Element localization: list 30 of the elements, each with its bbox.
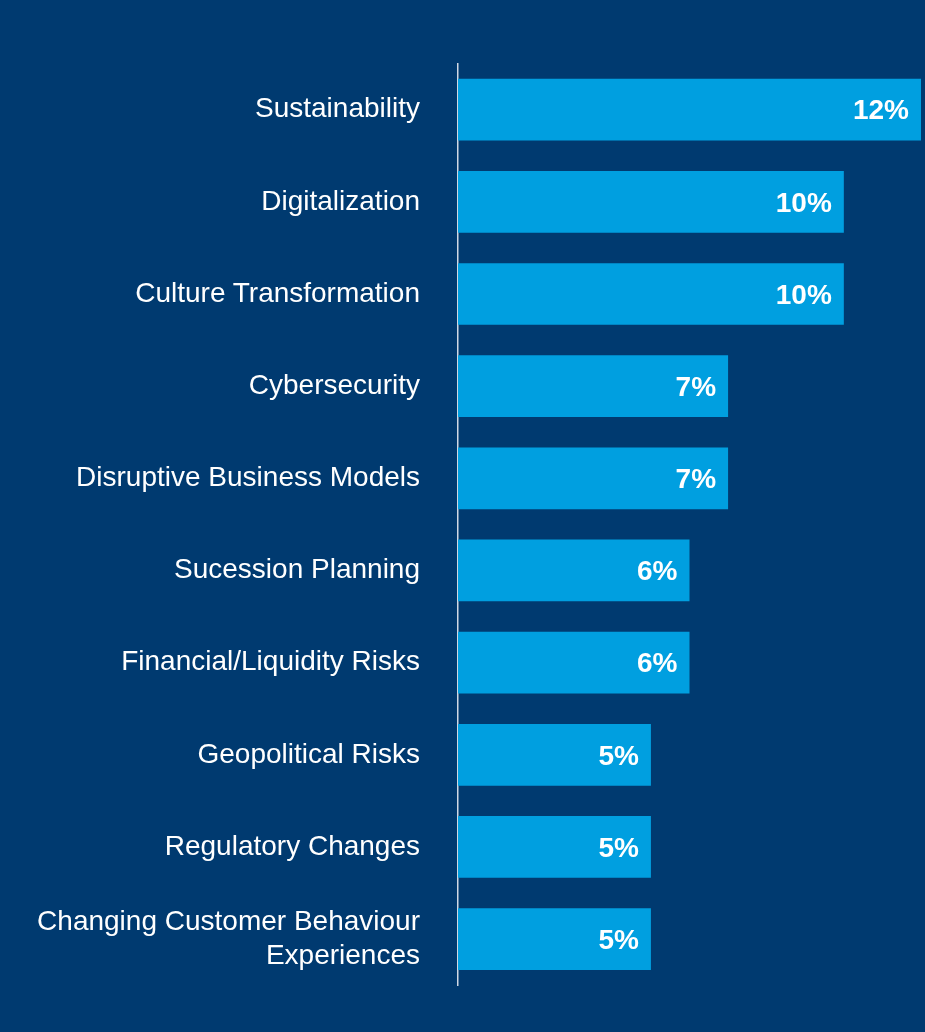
bar xyxy=(458,263,844,325)
bar xyxy=(458,170,844,233)
y-tick-label: Disruptive Business Models xyxy=(76,461,420,493)
data-label: 5% xyxy=(598,831,640,863)
y-tick-label: Financial/Liquidity Risks xyxy=(121,645,420,677)
data-label: 7% xyxy=(675,463,717,495)
y-tick-label: Regulatory Changes xyxy=(164,829,420,861)
data-label: 7% xyxy=(675,370,717,402)
bar xyxy=(458,723,651,786)
data-label: 6% xyxy=(637,647,678,679)
y-tick-label: Digitalization xyxy=(261,184,420,216)
y-tick-label: Cybersecurity xyxy=(248,368,420,400)
bar xyxy=(458,908,651,970)
bar xyxy=(458,539,690,602)
data-label: 6% xyxy=(637,555,678,587)
data-label: 10% xyxy=(775,278,832,310)
data-label: 5% xyxy=(598,739,640,771)
bar xyxy=(458,355,729,418)
bar xyxy=(458,816,651,878)
y-tick-label: Sucession Planning xyxy=(174,553,420,585)
bar xyxy=(458,631,690,694)
bar xyxy=(458,447,729,510)
y-tick-label: Sustainability xyxy=(255,92,420,124)
y-tick-label: Changing Customer Behaviour Experiences xyxy=(37,905,420,970)
data-label: 12% xyxy=(852,94,910,126)
data-label: 5% xyxy=(598,923,640,955)
data-label: 10% xyxy=(775,186,832,218)
bar xyxy=(458,78,921,141)
y-tick-label: Geopolitical Risks xyxy=(197,737,420,769)
y-tick-label: Culture Transformation xyxy=(135,276,420,308)
